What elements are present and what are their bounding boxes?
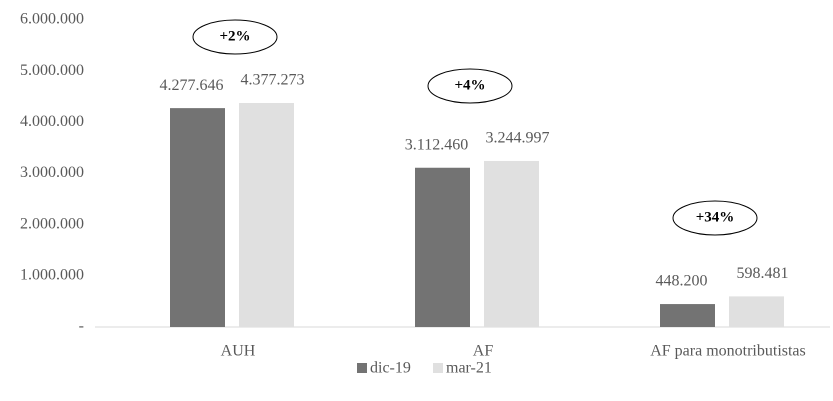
bar (660, 304, 715, 327)
bar (415, 167, 470, 327)
y-tick-label: 6.000.000 (20, 11, 84, 28)
y-tick-label: 3.000.000 (20, 164, 84, 181)
value-label: 4.277.646 (160, 77, 224, 94)
value-label: 4.377.273 (241, 72, 305, 89)
value-label: 448.200 (656, 273, 708, 290)
x-tick-label: AF (473, 343, 494, 360)
y-tick-label: 5.000.000 (20, 62, 84, 79)
annotation: +34% (696, 209, 735, 225)
y-tick-label: 4.000.000 (20, 113, 84, 130)
annotation-ellipse (672, 200, 758, 236)
bar (729, 296, 784, 327)
y-tick-label: 1.000.000 (20, 267, 84, 284)
bar (170, 108, 225, 328)
legend-swatch (433, 363, 443, 373)
bar (484, 160, 539, 327)
legend-swatch (357, 363, 367, 373)
y-tick-label: 2.000.000 (20, 215, 84, 232)
legend-label: dic-19 (370, 360, 411, 377)
value-label: 3.112.460 (405, 136, 468, 153)
value-label: 3.244.997 (486, 130, 550, 147)
y-tick-label: - (79, 318, 84, 335)
bar (239, 103, 294, 327)
annotation: +2% (219, 28, 250, 44)
x-tick-label: AUH (221, 343, 256, 360)
annotation-ellipse (427, 68, 513, 104)
x-tick-label: AF para monotributistas (650, 343, 806, 360)
value-label: 598.481 (737, 265, 789, 282)
legend-label: mar-21 (446, 360, 492, 377)
annotation: +4% (454, 77, 485, 93)
annotation-ellipse (192, 19, 278, 55)
